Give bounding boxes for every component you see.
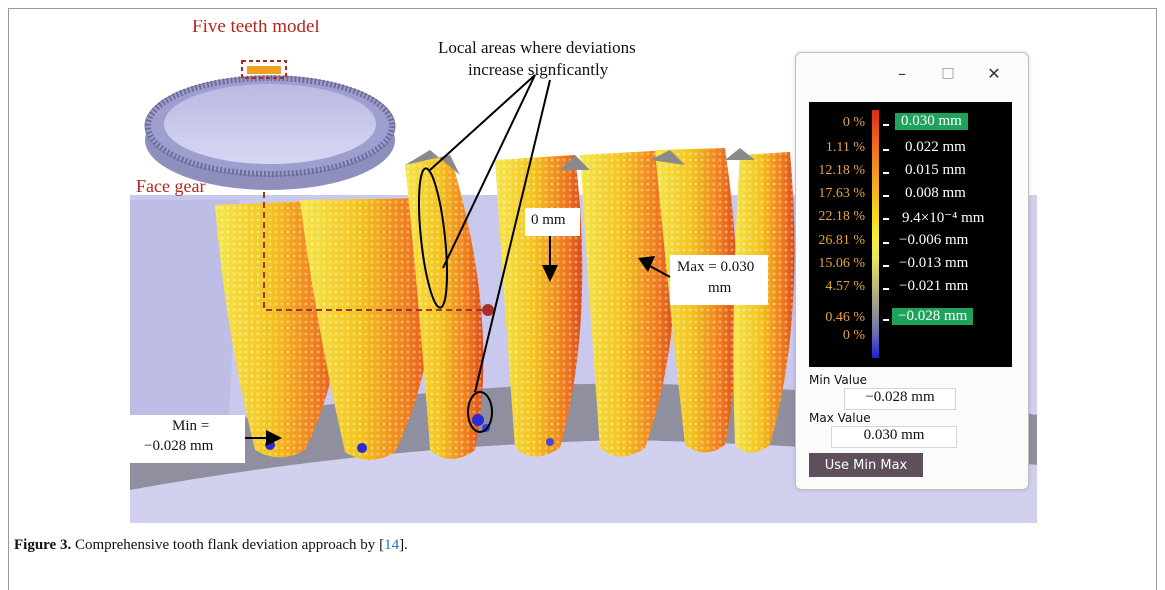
legend-percent: 0 %	[842, 328, 865, 343]
legend-value-max: 0.030 mm	[895, 113, 968, 130]
caption-text: Comprehensive tooth flank deviation appr…	[71, 537, 380, 553]
min-label-line2: −0.028 mm	[144, 438, 214, 454]
page-frame-right	[1156, 8, 1157, 590]
local-areas-label-line2: increase signficantly	[468, 60, 609, 79]
legend-window: – □ ✕ 0 % 1.11 % 12.18 % 17.63 % 22.18 %…	[795, 52, 1029, 490]
legend-percent: 0.46 %	[825, 310, 865, 325]
max-label-line1: Max = 0.030	[677, 259, 755, 275]
colorbar	[872, 110, 879, 358]
caption-label: Figure 3.	[14, 537, 72, 553]
zero-mm-arrow	[542, 265, 558, 282]
face-gear-label: Face gear	[136, 176, 206, 196]
caption-citation-link[interactable]: 14	[384, 537, 400, 553]
legend-value: −0.013 mm	[899, 255, 969, 271]
min-value-label: Min Value	[809, 373, 868, 387]
legend-value: 0.022 mm	[905, 139, 966, 155]
legend-percent: 1.11 %	[825, 140, 865, 155]
caption-ref-open: [	[379, 537, 385, 553]
legend-value: 0.015 mm	[905, 162, 966, 178]
five-teeth-box	[241, 60, 287, 79]
five-teeth-model-label: Five teeth model	[192, 20, 320, 37]
legend-value-min: −0.028 mm	[892, 308, 974, 325]
legend-percent: 0 %	[842, 115, 865, 130]
callout-ellipse-lower	[467, 391, 493, 433]
local-areas-label-line1: Local areas where deviations	[438, 38, 636, 57]
use-min-max-button[interactable]: Use Min Max	[809, 453, 923, 477]
min-label-line1: Min =	[172, 418, 210, 434]
zero-mm-box	[525, 208, 580, 236]
legend-value: −0.021 mm	[899, 278, 969, 294]
page-frame-top	[8, 8, 1157, 9]
min-box	[130, 415, 245, 463]
callout-ellipse-upper	[418, 167, 448, 309]
color-legend: 0 % 1.11 % 12.18 % 17.63 % 22.18 % 26.81…	[809, 102, 1012, 367]
max-value-label: Max Value	[809, 411, 871, 425]
legend-percent: 26.81 %	[818, 233, 865, 248]
figure-caption: Figure 3. Comprehensive tooth flank devi…	[14, 537, 408, 554]
legend-percent: 15.06 %	[818, 256, 865, 271]
max-arrow	[638, 256, 655, 272]
legend-value: 9.4×10⁻⁴ mm	[898, 208, 989, 227]
max-box	[670, 255, 768, 305]
close-icon[interactable]: ✕	[987, 63, 1001, 83]
maximize-icon[interactable]: □	[941, 65, 955, 81]
legend-percent: 22.18 %	[818, 209, 865, 224]
page-frame-left	[8, 8, 9, 590]
legend-percent: 4.57 %	[825, 279, 865, 294]
min-value-field[interactable]: −0.028 mm	[844, 388, 956, 410]
caption-ref-close: ].	[399, 537, 408, 553]
min-arrow	[266, 430, 282, 446]
window-titlebar: – □ ✕	[796, 53, 1028, 93]
max-value-field[interactable]: 0.030 mm	[831, 426, 957, 448]
legend-percent: 17.63 %	[818, 186, 865, 201]
minimize-icon[interactable]: –	[898, 63, 906, 83]
zero-mm-label: 0 mm	[531, 212, 566, 228]
face-gear-disc-top	[164, 84, 376, 164]
legend-value: −0.006 mm	[899, 232, 969, 248]
model-marker-dot-end	[482, 304, 494, 316]
legend-percent: 12.18 %	[818, 163, 865, 178]
max-label-line2: mm	[708, 280, 732, 296]
legend-value: 0.008 mm	[905, 185, 966, 201]
